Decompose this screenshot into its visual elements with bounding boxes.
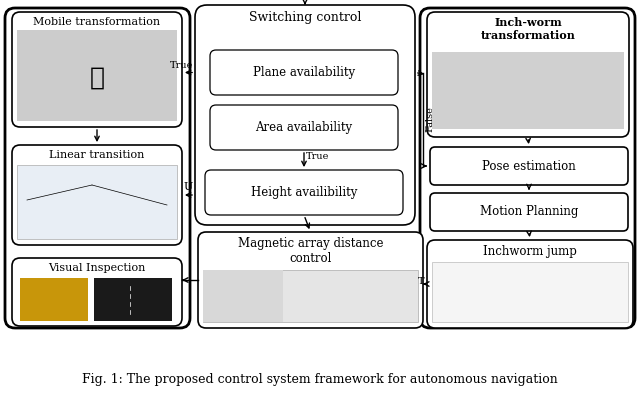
- FancyBboxPatch shape: [5, 8, 190, 328]
- Text: Magnetic array distance
control: Magnetic array distance control: [237, 237, 383, 265]
- FancyBboxPatch shape: [210, 50, 398, 95]
- FancyBboxPatch shape: [12, 258, 182, 326]
- FancyBboxPatch shape: [12, 12, 182, 127]
- Text: Plane availability: Plane availability: [253, 66, 355, 79]
- FancyBboxPatch shape: [210, 105, 398, 150]
- Text: U: U: [184, 182, 193, 192]
- Text: True: True: [170, 61, 193, 69]
- FancyBboxPatch shape: [427, 12, 629, 137]
- Bar: [203, 270, 283, 322]
- Text: Inch-worm
transformation: Inch-worm transformation: [481, 17, 575, 41]
- Text: Area availability: Area availability: [255, 121, 353, 134]
- Bar: [203, 270, 418, 322]
- Text: Visual Inspection: Visual Inspection: [48, 263, 146, 273]
- Bar: [17, 165, 177, 239]
- Text: Pose estimation: Pose estimation: [482, 160, 576, 172]
- Text: Switching control: Switching control: [249, 11, 361, 24]
- Text: Mobile transformation: Mobile transformation: [33, 17, 161, 27]
- Text: T: T: [417, 277, 424, 286]
- FancyBboxPatch shape: [430, 147, 628, 185]
- Text: Motion Planning: Motion Planning: [480, 205, 578, 219]
- Bar: [432, 52, 624, 129]
- Text: Inchworm jump: Inchworm jump: [483, 245, 577, 258]
- Text: 🤖: 🤖: [90, 65, 104, 89]
- Bar: [20, 278, 88, 321]
- Text: True: True: [306, 152, 330, 161]
- FancyBboxPatch shape: [430, 193, 628, 231]
- Text: False: False: [425, 106, 434, 132]
- Text: Height availibility: Height availibility: [251, 186, 357, 199]
- Text: Linear transition: Linear transition: [49, 150, 145, 160]
- FancyBboxPatch shape: [198, 232, 423, 328]
- FancyBboxPatch shape: [427, 240, 633, 328]
- Bar: [17, 30, 177, 121]
- FancyBboxPatch shape: [12, 145, 182, 245]
- Bar: [432, 262, 628, 322]
- Bar: [94, 278, 172, 321]
- FancyBboxPatch shape: [195, 5, 415, 225]
- Text: Fig. 1: The proposed control system framework for autonomous navigation: Fig. 1: The proposed control system fram…: [82, 373, 558, 387]
- FancyBboxPatch shape: [420, 8, 635, 328]
- FancyBboxPatch shape: [205, 170, 403, 215]
